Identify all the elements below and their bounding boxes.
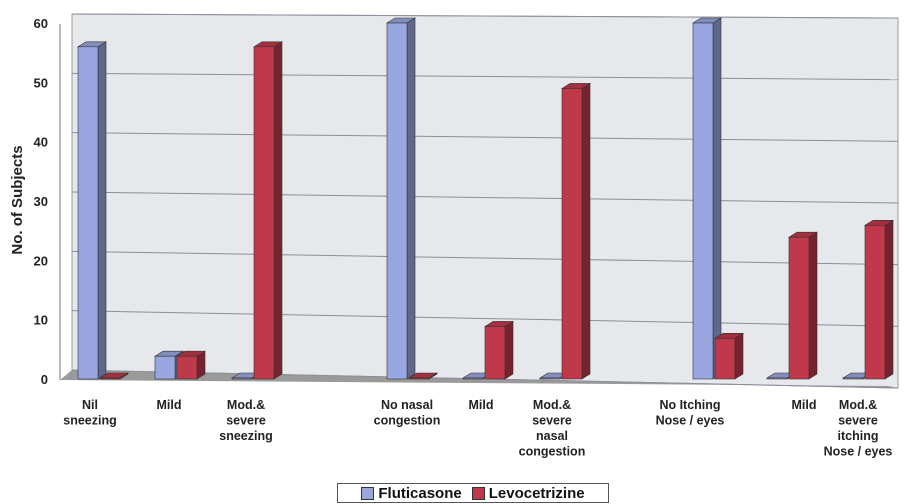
category-labels: Nil sneezing Mild Mod.& severe sneezing No nas… (63, 398, 892, 459)
y-axis-label: No. of Subjects (9, 145, 26, 254)
y-tick-label: 60 (34, 16, 48, 31)
legend-item-fluticasone: Fluticasone (361, 484, 462, 502)
bar-levocetrizine-6 (713, 332, 745, 380)
bar-chart: 0 10 20 30 40 50 60 Nil sneezing Mild Mod.& severe… (9, 13, 899, 459)
legend: Fluticasone Levocetrizine (337, 483, 609, 503)
bar-levocetrizine-5 (560, 82, 592, 380)
legend-label-fluticasone: Fluticasone (378, 484, 462, 502)
y-axis-ticks: 0 10 20 30 40 50 60 (34, 16, 48, 387)
bar-levocetrizine-4 (483, 320, 515, 380)
y-tick-label: 10 (34, 313, 48, 328)
legend-item-levocetrizine: Levocetrizine (471, 484, 585, 502)
y-tick-label: 50 (34, 75, 48, 90)
y-tick-label: 40 (34, 135, 48, 150)
bar-fluticasone-4 (461, 372, 493, 380)
gridline (71, 191, 899, 204)
category-label: Mild (157, 398, 182, 412)
category-label: Mod.& severe sneezing (219, 398, 273, 443)
y-tick-label: 0 (41, 372, 48, 387)
y-tick-label: 20 (34, 253, 48, 268)
bar-levocetrizine-1 (175, 350, 207, 380)
bar-fluticasone-0 (76, 41, 108, 380)
category-label: No nasal congestion (374, 398, 441, 428)
y-tick-label: 30 (34, 194, 48, 209)
category-label: Nil sneezing (63, 398, 117, 428)
bar-levocetrizine-2 (252, 41, 284, 380)
bar-fluticasone-6 (691, 17, 723, 380)
bars (76, 17, 895, 380)
gridline (71, 250, 899, 266)
bar-levocetrizine-7 (787, 231, 819, 380)
bar-fluticasone-3 (385, 17, 417, 380)
category-label: No Itching Nose / eyes (656, 398, 725, 428)
bar-levocetrizine-8 (863, 219, 895, 380)
legend-swatch-levocetrizine (471, 486, 485, 500)
plot-area (59, 13, 899, 389)
legend-label-levocetrizine: Levocetrizine (488, 484, 585, 502)
gridline (71, 72, 899, 81)
gridline (71, 13, 899, 19)
gridline (71, 310, 899, 327)
category-label: Mild (469, 398, 494, 412)
category-label: Mod.& severe itching Nose / eyes (824, 398, 893, 459)
legend-swatch-fluticasone (361, 486, 375, 500)
category-label: Mild (792, 398, 817, 412)
bar-levocetrizine-0 (98, 372, 130, 380)
bar-levocetrizine-3 (407, 372, 439, 380)
category-label: Mod.& severe nasal congestion (519, 398, 586, 459)
gridline (71, 132, 899, 142)
